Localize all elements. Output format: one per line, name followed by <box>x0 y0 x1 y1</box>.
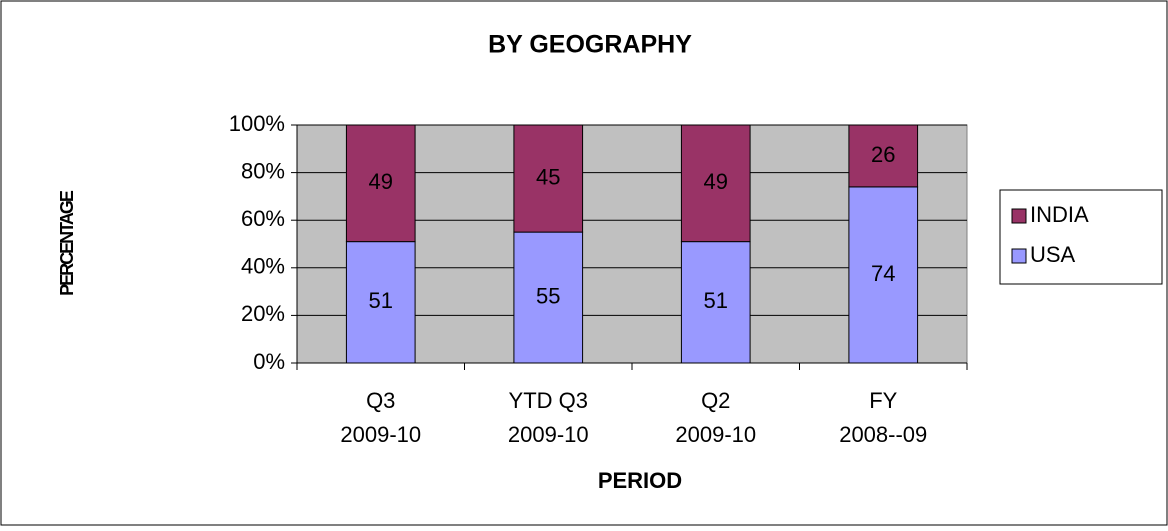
y-axis-label: PERCENTAGE <box>57 190 77 296</box>
data-label: 55 <box>536 283 560 308</box>
bar-segment <box>680 124 751 243</box>
bar-segment <box>848 124 919 188</box>
data-label: 26 <box>871 142 895 167</box>
data-label: 51 <box>704 288 728 313</box>
x-tick-label: FY 2008--09 <box>839 388 927 447</box>
legend-label: INDIA <box>1030 202 1089 227</box>
y-tick-label: 40% <box>241 254 285 279</box>
bar-segment <box>513 231 584 364</box>
y-tick-label: 80% <box>241 158 285 183</box>
data-label: 51 <box>369 288 393 313</box>
legend-label: USA <box>1030 242 1076 267</box>
y-tick-label: 20% <box>241 301 285 326</box>
x-tick-label: Q3 2009-10 <box>340 388 421 447</box>
x-tick-label: Q2 2009-10 <box>675 388 756 447</box>
y-tick-label: 60% <box>241 206 285 231</box>
y-tick-label: 100% <box>229 111 285 136</box>
chart-title: BY GEOGRAPHY <box>488 31 692 59</box>
legend-box <box>999 189 1163 285</box>
bar-segment <box>345 241 416 364</box>
data-label: 74 <box>871 261 895 286</box>
data-label: 49 <box>704 169 728 194</box>
data-label: 49 <box>369 169 393 194</box>
bar-segment <box>848 186 919 364</box>
bar-segment <box>680 241 751 364</box>
data-label: 45 <box>536 164 560 189</box>
bar-segment <box>345 124 416 243</box>
x-axis-label: PERIOD <box>598 468 682 493</box>
x-tick-label: YTD Q3 2009-10 <box>508 388 589 447</box>
legend-swatch <box>1011 208 1027 224</box>
bar-segment <box>513 124 584 233</box>
legend-swatch <box>1011 248 1027 264</box>
y-tick-label: 0% <box>253 349 285 374</box>
